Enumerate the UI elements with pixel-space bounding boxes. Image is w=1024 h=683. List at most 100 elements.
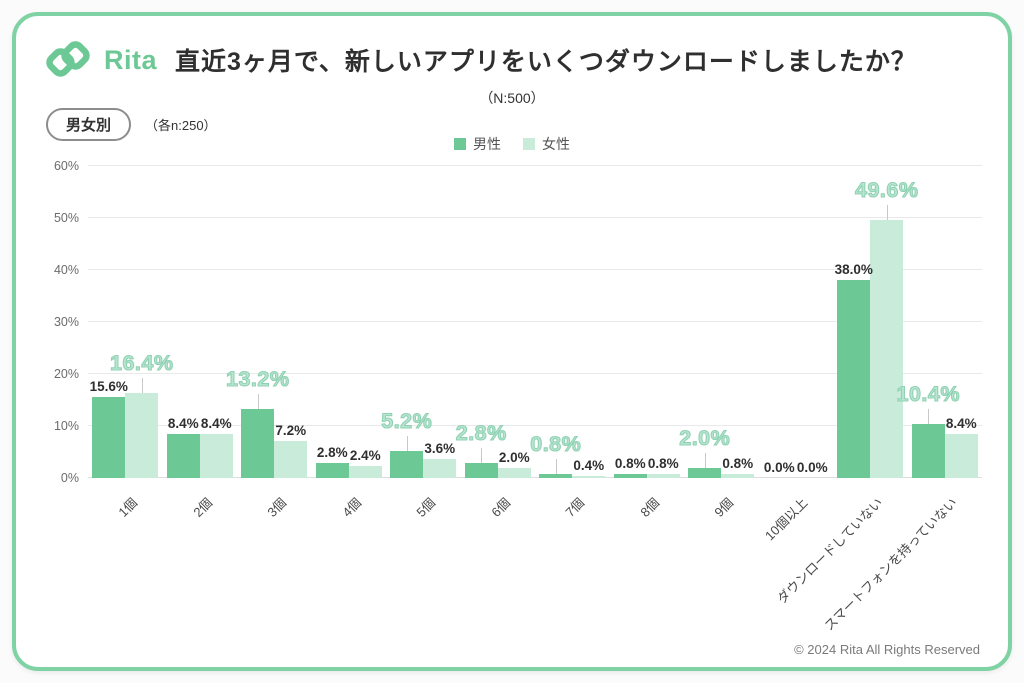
bar-male: 13.2% xyxy=(225,367,290,478)
value-label: 7.2% xyxy=(275,422,307,438)
x-axis-labels: 1個 2個 3個 4個 5個 6個 7個 8個 9個 10個以上 ダウンロードしていない スマートフォ… xyxy=(88,480,982,660)
gridline xyxy=(88,373,982,374)
y-axis-tick-label: 20% xyxy=(53,367,79,381)
value-label: 0.8% xyxy=(722,455,754,471)
bar-group: 2.0% 0.8% xyxy=(679,166,759,478)
rita-logo-icon xyxy=(46,41,90,77)
report-card: Rita 直近3ヶ月で、新しいアプリをいくつダウンロードしましたか？ （N:50… xyxy=(12,12,1012,671)
x-label-slot: 7個 xyxy=(535,480,610,660)
x-label-slot: 1個 xyxy=(88,480,163,660)
value-label: 0.4% xyxy=(573,457,605,473)
bar-female: 3.6% xyxy=(423,441,457,478)
bar-group: 0.0% 0.0% xyxy=(759,166,834,478)
legend-item-female: 女性 xyxy=(523,134,570,154)
page-title: 直近3ヶ月で、新しいアプリをいくつダウンロードしましたか？ xyxy=(175,48,917,76)
value-label: 10.4% xyxy=(896,381,960,406)
legend: 男性 女性 xyxy=(16,134,1008,154)
label-leader-line xyxy=(481,448,483,464)
x-label-slot: 6個 xyxy=(461,480,536,660)
value-label: 2.0% xyxy=(498,449,530,465)
bar-group: 5.2% 3.6% xyxy=(381,166,461,478)
value-label: 13.2% xyxy=(225,367,290,392)
bar-group: 15.6% 16.4% xyxy=(88,166,174,478)
bar-female: 0.8% xyxy=(646,456,680,478)
x-label-slot: 5個 xyxy=(386,480,461,660)
value-label: 15.6% xyxy=(89,378,128,394)
bar-male: 15.6% xyxy=(90,379,128,478)
x-axis-label: 1個 xyxy=(115,494,141,520)
value-label: 8.4% xyxy=(200,416,232,432)
label-leader-line xyxy=(928,408,930,424)
bar-female: 49.6% xyxy=(854,178,919,478)
plot-area: 0% 10% 20% 30% 40% 50% 60% 15.6% 16.4% 8.4% 8.4% 13… xyxy=(54,159,982,485)
value-label: 5.2% xyxy=(381,408,433,433)
bar-female: 0.8% xyxy=(721,456,755,478)
x-axis-label: 10個以上 xyxy=(762,494,811,544)
bar-group: 13.2% 7.2% xyxy=(225,166,312,478)
bar-female: 0.4% xyxy=(572,458,606,478)
bar-group: 8.4% 8.4% xyxy=(163,166,238,478)
header: Rita 直近3ヶ月で、新しいアプリをいくつダウンロードしましたか？ xyxy=(44,36,917,84)
value-label: 2.0% xyxy=(679,425,731,450)
sample-size-note: （N:500） xyxy=(479,90,545,106)
x-label-slot: 2個 xyxy=(163,480,238,660)
x-label-slot: 3個 xyxy=(237,480,312,660)
x-axis-label: 4個 xyxy=(338,494,364,520)
value-label: 0.0% xyxy=(763,460,795,475)
label-leader-line xyxy=(555,458,557,474)
bar-group: 2.8% 2.0% xyxy=(455,166,536,478)
y-axis-tick-label: 10% xyxy=(53,419,79,433)
label-leader-line xyxy=(704,452,706,468)
x-axis-label: 2個 xyxy=(189,494,215,520)
value-label: 2.8% xyxy=(316,445,348,461)
male-swatch-icon xyxy=(454,138,466,150)
bar-female: 2.0% xyxy=(497,450,531,478)
bar-group: 10.4% 8.4% xyxy=(896,166,983,478)
legend-item-male: 男性 xyxy=(454,134,501,154)
x-axis-label: 6個 xyxy=(487,494,513,520)
value-label: 0.8% xyxy=(530,431,582,456)
copyright: © 2024 Rita All Rights Reserved xyxy=(794,642,980,657)
value-label: 2.8% xyxy=(455,421,507,446)
bar-female: 16.4% xyxy=(109,350,174,478)
bar-male: 2.8% xyxy=(455,421,507,478)
x-axis-label: 9個 xyxy=(711,494,737,520)
bar-male: 2.8% xyxy=(315,445,349,478)
bar-male: 0.8% xyxy=(613,456,647,478)
gridline xyxy=(88,269,982,270)
x-label-slot: 8個 xyxy=(610,480,685,660)
female-swatch-icon xyxy=(523,138,535,150)
y-axis-tick-label: 60% xyxy=(53,159,79,173)
value-label: 8.4% xyxy=(167,416,199,432)
gridline xyxy=(88,425,982,426)
x-label-slot: 9個 xyxy=(684,480,759,660)
bar-group: 38.0% 49.6% xyxy=(833,166,919,478)
x-label-slot: スマートフォンを持っていない xyxy=(821,480,983,660)
logo-wordmark: Rita xyxy=(104,44,158,75)
bar-female: 2.4% xyxy=(348,448,382,478)
label-leader-line xyxy=(406,435,408,451)
gridline xyxy=(88,217,982,218)
label-leader-line xyxy=(886,205,888,221)
value-label: 8.4% xyxy=(945,416,977,432)
value-label: 0.8% xyxy=(647,455,679,471)
value-label: 49.6% xyxy=(854,178,919,203)
bar-groups: 15.6% 16.4% 8.4% 8.4% 13.2% 7.2% 2.8% 2.4% 5.2% 3… xyxy=(88,166,982,478)
x-axis-label: 7個 xyxy=(562,494,588,520)
bar-male: 8.4% xyxy=(166,416,200,478)
value-label: 0.0% xyxy=(796,460,828,475)
value-label: 0.8% xyxy=(614,455,646,471)
bar-male: 10.4% xyxy=(896,381,960,478)
y-axis-tick-label: 0% xyxy=(60,471,79,485)
label-leader-line xyxy=(257,394,259,410)
value-label: 3.6% xyxy=(424,441,456,457)
segment-badge: 男女別 xyxy=(46,108,132,141)
bar-group: 0.8% 0.8% xyxy=(610,166,685,478)
bar-group: 2.8% 2.4% xyxy=(312,166,387,478)
legend-label-female: 女性 xyxy=(542,136,570,152)
y-axis-tick-label: 50% xyxy=(53,211,79,225)
x-label-slot: 4個 xyxy=(312,480,387,660)
bar-male: 2.0% xyxy=(679,425,730,478)
value-label: 38.0% xyxy=(834,262,873,278)
bar-female: 7.2% xyxy=(274,423,308,478)
